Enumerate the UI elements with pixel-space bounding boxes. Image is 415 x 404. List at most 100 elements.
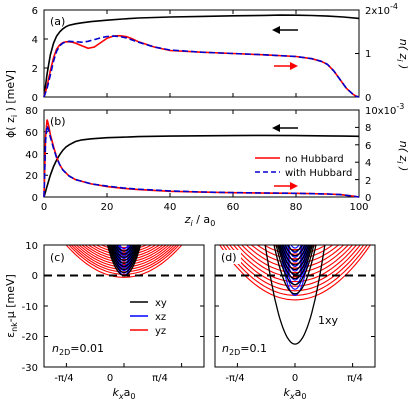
band-yz-1: [222, 245, 368, 296]
panel-c-legend: xy xz yz: [130, 298, 167, 337]
panel-c-yticklabels: -30 -20 -10 0 10: [22, 241, 38, 374]
b-ytick: 40: [25, 150, 38, 161]
series-line-left-0: [43, 134, 360, 198]
panel-a-label: (a): [50, 15, 65, 28]
band-yz-8: [250, 245, 340, 264]
band-xz-10: [290, 245, 300, 249]
b-xtick: 0: [41, 202, 47, 213]
panel-b-left-ticklabels: 0 20 40 60 80: [25, 106, 38, 204]
b-rtick: 8: [365, 123, 371, 134]
panel-b-label: (b): [50, 115, 66, 128]
c-ytick: -30: [22, 363, 38, 374]
panel-b-lines: [43, 119, 360, 198]
panel-d-label: (d): [221, 251, 237, 264]
band-yz-7: [245, 245, 345, 269]
band-xy-8: [115, 245, 133, 252]
band-yz-10: [95, 245, 153, 253]
band-xy-2: [275, 245, 315, 286]
band-yz-0: [65, 245, 183, 278]
band-yz-4: [232, 245, 358, 283]
panel-b-arrow-left: [272, 124, 298, 132]
panel-d-xlabel: kxa0: [284, 386, 307, 401]
band-yz-5: [236, 245, 354, 278]
b-rtick: 4: [365, 158, 371, 169]
band-xz-7: [285, 245, 305, 263]
panel-b: (b) 0 20 40 60 80 0 2 4 6 8 10x10-3 0 20…: [4, 70, 410, 228]
b-xtick: 40: [164, 202, 177, 213]
panel-d-xticklabels: -π/4 0 π/4: [225, 373, 363, 384]
band-xy-5: [279, 245, 311, 271]
band-xy-1: [273, 245, 317, 295]
band-yz-10: [263, 245, 327, 255]
panel-d-bands: [219, 245, 371, 345]
band-xy-1: [107, 245, 141, 274]
panel-a-arrow-left: [272, 26, 298, 34]
a-ytick: 2: [32, 64, 38, 75]
band-yz-6: [81, 245, 167, 263]
panel-ab-left-axis-label: ϕ( zi ) [meV]: [4, 70, 19, 138]
band-xy-4: [278, 245, 312, 275]
panel-c-density: n2D=0.01: [52, 342, 104, 357]
band-yz-9: [256, 245, 334, 260]
panel-b-right-axis-label: n( zi ): [395, 141, 410, 172]
panel-a-left-ticklabels: 0 2 4 6: [32, 6, 38, 104]
b-rtick: 6: [365, 141, 371, 152]
panel-d-density: n2D=0.1: [222, 342, 267, 357]
b-xtick: 100: [349, 202, 368, 213]
panel-c-xlabel: kxa0: [113, 386, 136, 401]
band-yz-11: [271, 245, 319, 251]
b-xtick: 20: [101, 202, 114, 213]
panel-a-frame: [43, 9, 360, 98]
band-xy-6: [112, 245, 136, 258]
band-yz-11: [100, 245, 148, 251]
panel-d-band-label: 1xy: [318, 314, 339, 327]
c-ytick: -20: [22, 332, 38, 343]
band-yz-7: [84, 245, 164, 261]
band-xy-7: [114, 245, 134, 255]
a-rtick: 1: [365, 49, 371, 60]
band-yz-3: [229, 245, 361, 287]
legend-yz-label: yz: [155, 326, 166, 337]
band-xy-8: [284, 245, 306, 257]
b-rtick-10: 10x10-3: [365, 102, 404, 117]
series-line-right-1: [43, 34, 360, 98]
legend-xz-label: xz: [155, 312, 166, 323]
band-xy-3: [109, 245, 139, 268]
legend-no-hubbard-label: no Hubbard: [285, 154, 344, 165]
b-xtick: 80: [290, 202, 303, 213]
legend-xy-label: xy: [155, 298, 167, 309]
b-rtick: 0: [365, 193, 371, 204]
band-yz-5: [78, 245, 170, 266]
panel-b-right-ticklabels: 0 2 4 6 8 10x10-3: [365, 102, 404, 204]
band-xy-0: [264, 245, 326, 345]
band-yz-9: [91, 245, 157, 256]
panel-b-xlabel: zi / a0: [184, 213, 216, 228]
c-ytick: -10: [22, 302, 38, 313]
a-rtick-2: 2x10-4: [365, 2, 398, 17]
a-ytick: 6: [32, 6, 38, 17]
panel-c-label: (c): [50, 251, 65, 264]
d-xtick: 0: [292, 373, 298, 384]
panel-b-xticklabels: 0 20 40 60 80 100: [41, 202, 369, 213]
band-xz-3: [281, 245, 309, 281]
series-line-right-2: [43, 35, 360, 98]
d-xtick: π/4: [347, 373, 363, 384]
c-xtick: 0: [107, 373, 113, 384]
panel-a-right-axis-label: n( zi ): [395, 39, 410, 70]
series-line-with-hubbard: [43, 125, 360, 198]
a-ytick: 4: [32, 35, 38, 46]
band-xz-8: [286, 245, 304, 258]
c-ytick: 10: [25, 241, 38, 252]
panel-a-lines: [43, 14, 360, 98]
b-ytick: 20: [25, 171, 38, 182]
band-xy-7: [282, 245, 308, 261]
a-ytick: 0: [32, 93, 38, 104]
band-yz-0: [219, 245, 371, 301]
band-xy-9: [286, 245, 304, 252]
panel-b-arrow-right: [274, 182, 298, 190]
band-yz-1: [68, 245, 180, 275]
b-ytick: 0: [32, 193, 38, 204]
band-xy-6: [280, 245, 310, 266]
band-xy-4: [110, 245, 138, 264]
